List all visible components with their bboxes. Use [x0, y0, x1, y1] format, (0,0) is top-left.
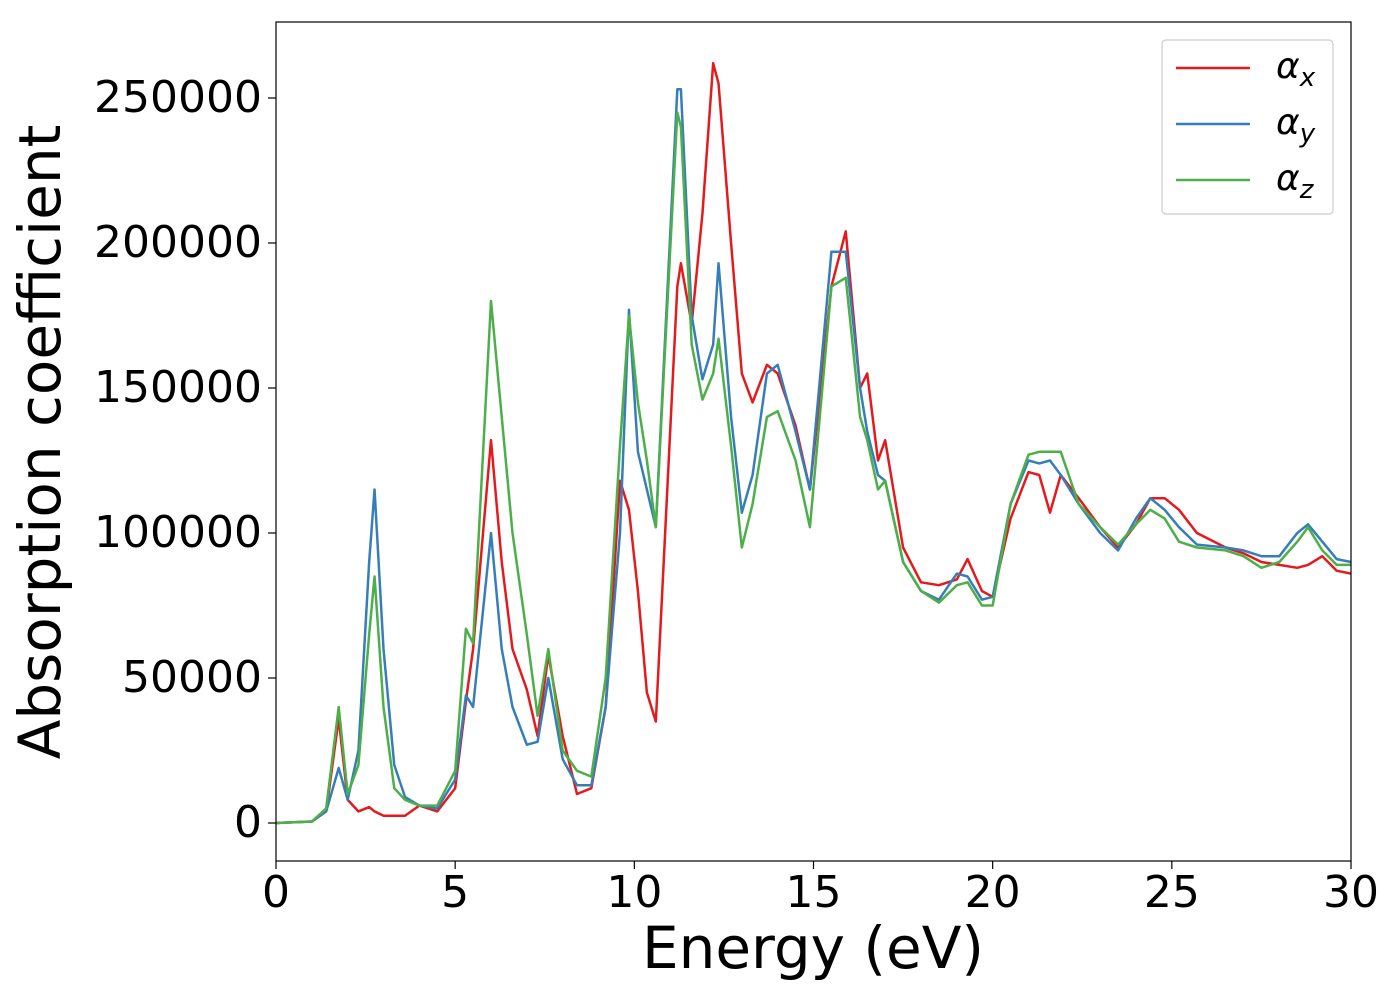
- x-tick-label: 15: [786, 867, 842, 918]
- series-line: [275, 111, 1351, 825]
- x-tick-label: 20: [965, 867, 1021, 918]
- x-tick-label: 30: [1323, 867, 1379, 918]
- legend-label: αz: [1276, 158, 1315, 205]
- y-tick-label: 50000: [122, 652, 262, 703]
- y-tick-label: 200000: [94, 217, 262, 268]
- y-axis-label: Absorption coefficient: [6, 125, 74, 760]
- legend-label: αy: [1276, 102, 1316, 149]
- x-tick-label: 5: [441, 867, 469, 918]
- y-tick-label: 0: [234, 797, 262, 848]
- series-line: [275, 88, 1352, 825]
- legend-box: [1161, 39, 1334, 215]
- x-tick-label: 0: [262, 867, 290, 918]
- lines: [275, 61, 1352, 825]
- y-tick-label: 100000: [94, 507, 262, 558]
- y-tick-label: 250000: [94, 72, 262, 123]
- legend-label: αx: [1276, 46, 1316, 93]
- y-tick-label: 150000: [94, 362, 262, 413]
- x-axis-label: Energy (eV): [642, 914, 984, 982]
- x-tick-label: 25: [1144, 867, 1200, 918]
- x-tick-label: 10: [606, 867, 662, 918]
